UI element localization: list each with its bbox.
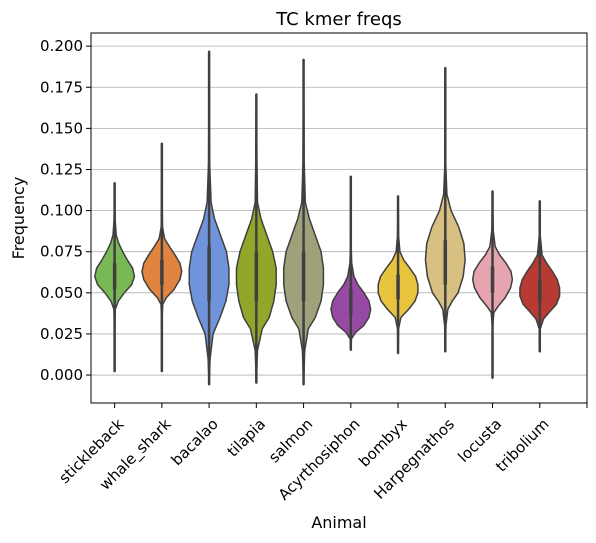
y-tick-label: 0.050 bbox=[40, 284, 83, 302]
y-tick-label: 0.100 bbox=[40, 202, 83, 220]
y-axis-ticks: 0.000 0.025 0.050 0.075 0.100 0.125 0.150 0.175… bbox=[40, 37, 91, 384]
y-tick-label: 0.000 bbox=[40, 366, 83, 384]
y-axis-title: Frequency bbox=[9, 177, 28, 260]
x-axis-title: Animal bbox=[311, 513, 366, 532]
chart-title: TC kmer freqs bbox=[275, 9, 402, 30]
y-tick-label: 0.150 bbox=[40, 119, 83, 137]
y-tick-label: 0.075 bbox=[40, 243, 83, 261]
y-tick-label: 0.125 bbox=[40, 160, 83, 178]
y-tick-label: 0.025 bbox=[40, 325, 83, 343]
violins-layer bbox=[94, 50, 561, 386]
plot-frame bbox=[90, 32, 588, 404]
y-tick-label: 0.200 bbox=[40, 37, 83, 55]
y-tick-label: 0.175 bbox=[40, 78, 83, 96]
